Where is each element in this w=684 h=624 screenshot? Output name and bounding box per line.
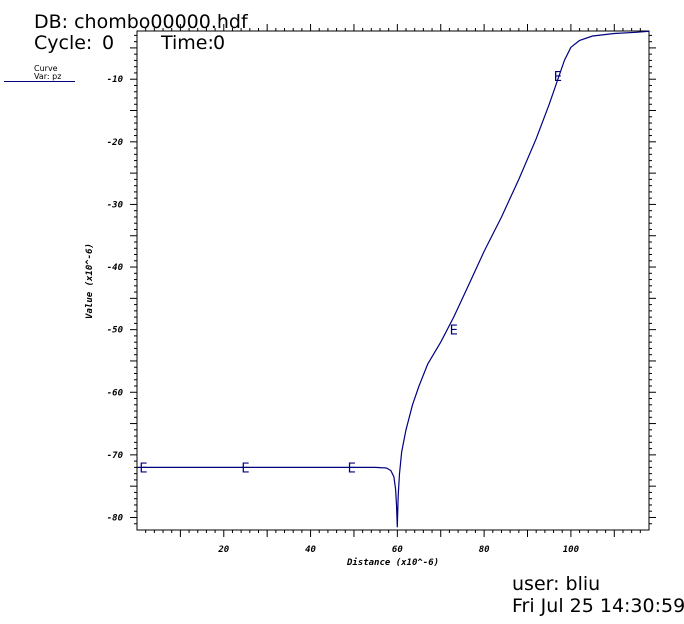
axis-tick-labels: 20 40 60 80 100 -80 -70 -60 -50 -40 -30 -20 -10 bbox=[107, 75, 580, 555]
x-axis-title: Distance (x10^-6) bbox=[346, 557, 439, 568]
database-name: DB: chombo00000.hdf bbox=[34, 11, 248, 33]
curve-layer bbox=[137, 30, 650, 528]
y-tick-label: -80 bbox=[107, 513, 124, 523]
curve-marker: E bbox=[139, 461, 147, 476]
date-label: Fri Jul 25 14:30:59 bbox=[512, 595, 684, 617]
marker-layer: E E E E E bbox=[139, 70, 562, 476]
cycle-value: 0 bbox=[102, 32, 115, 54]
curve-marker: E bbox=[241, 461, 249, 476]
legend-line-swatch bbox=[4, 81, 75, 82]
time-value: 0 bbox=[213, 32, 226, 54]
y-tick-label: -20 bbox=[107, 138, 124, 148]
x-tick-label: 100 bbox=[563, 545, 580, 555]
legend-variable: Var: pz bbox=[34, 72, 62, 81]
x-tick-label: 60 bbox=[392, 545, 403, 555]
y-tick-label: -50 bbox=[107, 326, 124, 336]
x-tick-label: 20 bbox=[217, 545, 229, 555]
cycle-label: Cycle: bbox=[34, 32, 93, 54]
series-line bbox=[137, 30, 650, 528]
legend-title: Curve bbox=[34, 64, 58, 73]
y-tick-label: -60 bbox=[107, 388, 124, 398]
curve-marker: E bbox=[450, 324, 458, 339]
axis-ticks bbox=[130, 24, 656, 537]
y-tick-label: -30 bbox=[107, 200, 124, 210]
y-tick-label: -40 bbox=[107, 263, 124, 273]
y-axis-title: Value (x10^-6) bbox=[85, 243, 95, 319]
y-tick-label: -10 bbox=[107, 75, 124, 85]
curve-marker: E bbox=[554, 70, 562, 85]
y-tick-label: -70 bbox=[107, 451, 124, 461]
x-tick-label: 80 bbox=[479, 545, 490, 555]
curve-marker: E bbox=[348, 461, 356, 476]
x-tick-label: 40 bbox=[305, 545, 316, 555]
plot-border bbox=[136, 30, 650, 531]
plot-frame bbox=[136, 30, 650, 531]
user-label: user: bliu bbox=[512, 573, 601, 595]
time-label: Time: bbox=[161, 32, 214, 54]
